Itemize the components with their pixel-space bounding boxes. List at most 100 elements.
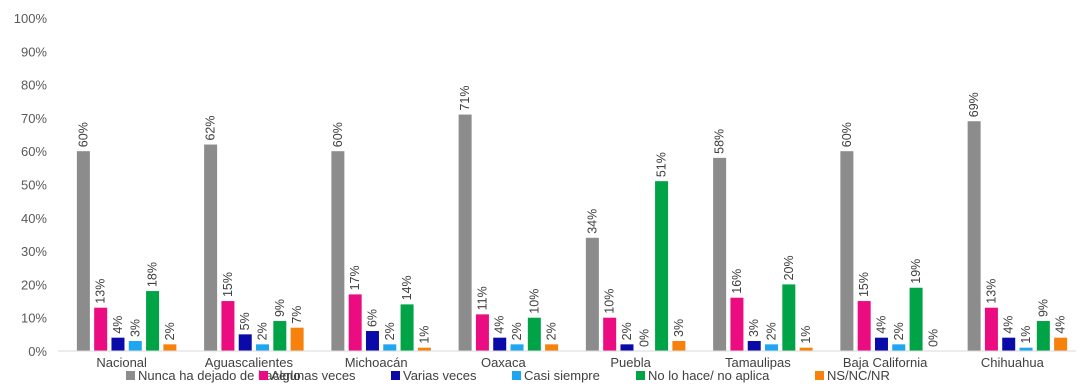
- bar: [111, 338, 124, 351]
- data-label: 9%: [1036, 299, 1050, 317]
- data-label: 13%: [984, 279, 998, 304]
- x-tick-label: Chihuahua: [981, 355, 1045, 370]
- bar: [586, 238, 599, 351]
- y-tick-label: 100%: [14, 11, 48, 26]
- data-label: 2%: [892, 322, 906, 340]
- data-label: 2%: [620, 322, 634, 340]
- y-tick-label: 0%: [28, 344, 47, 359]
- bar: [77, 151, 90, 351]
- bar: [748, 341, 761, 351]
- bar: [1002, 338, 1015, 351]
- legend-label: Algunas veces: [271, 368, 356, 383]
- bar: [620, 344, 633, 351]
- legend-swatch: [636, 371, 645, 380]
- data-label: 2%: [510, 322, 524, 340]
- data-label: 20%: [782, 255, 796, 280]
- data-label: 0%: [926, 329, 940, 347]
- data-label: 14%: [400, 275, 414, 300]
- bar: [511, 344, 524, 351]
- data-label: 60%: [840, 122, 854, 147]
- data-label: 2%: [256, 322, 270, 340]
- data-label: 2%: [765, 322, 779, 340]
- y-tick-label: 70%: [21, 111, 47, 126]
- y-tick-label: 20%: [21, 277, 47, 292]
- data-label: 0%: [637, 329, 651, 347]
- bar: [94, 308, 107, 351]
- bar: [672, 341, 685, 351]
- data-label: 3%: [672, 319, 686, 337]
- bar: [273, 321, 286, 351]
- bar: [603, 318, 616, 351]
- bar: [545, 344, 558, 351]
- data-label: 1%: [1019, 326, 1033, 344]
- bar: [892, 344, 905, 351]
- data-label: 58%: [713, 129, 727, 154]
- bar: [366, 331, 379, 351]
- data-label: 1%: [417, 326, 431, 344]
- x-tick-label: Puebla: [610, 355, 651, 370]
- data-label: 3%: [747, 319, 761, 337]
- bar: [765, 344, 778, 351]
- data-label: 2%: [545, 322, 559, 340]
- data-label: 7%: [290, 306, 304, 324]
- legend-swatch: [512, 371, 521, 380]
- bar: [146, 291, 159, 351]
- bar: [1054, 338, 1067, 351]
- data-label: 34%: [585, 209, 599, 234]
- data-label: 2%: [383, 322, 397, 340]
- bar: [459, 115, 472, 351]
- bar: [383, 344, 396, 351]
- legend-label: Varias veces: [403, 368, 477, 383]
- data-label: 4%: [874, 316, 888, 334]
- bar: [256, 344, 269, 351]
- bar: [163, 344, 176, 351]
- data-label: 5%: [238, 312, 252, 330]
- data-label: 60%: [331, 122, 345, 147]
- data-label: 19%: [909, 259, 923, 284]
- y-tick-label: 90%: [21, 44, 47, 59]
- data-label: 13%: [94, 279, 108, 304]
- bar: [493, 338, 506, 351]
- bar: [713, 158, 726, 351]
- data-label: 10%: [603, 289, 617, 314]
- data-label: 4%: [1054, 316, 1068, 334]
- bar: [910, 288, 923, 351]
- data-label: 6%: [365, 309, 379, 327]
- data-label: 17%: [348, 265, 362, 290]
- legend-swatch: [391, 371, 400, 380]
- bar: [968, 121, 981, 351]
- data-label: 71%: [458, 86, 472, 111]
- legend-swatch: [259, 371, 268, 380]
- data-label: 11%: [475, 286, 489, 310]
- bar: [875, 338, 888, 351]
- bar: [1037, 321, 1050, 351]
- y-tick-label: 40%: [21, 211, 47, 226]
- data-label: 3%: [128, 319, 142, 337]
- y-tick-label: 30%: [21, 244, 47, 259]
- bar: [349, 294, 362, 351]
- bar: [476, 314, 489, 351]
- y-axis: 0%10%20%30%40%50%60%70%80%90%100%: [14, 11, 48, 359]
- data-label: 1%: [799, 326, 813, 344]
- data-label: 4%: [1002, 316, 1016, 334]
- data-label: 15%: [857, 272, 871, 297]
- bar: [985, 308, 998, 351]
- legend-label: No lo hace/ no aplica: [648, 368, 770, 383]
- bar: [291, 328, 304, 351]
- bars: [77, 115, 1067, 351]
- bar: [730, 298, 743, 351]
- bar: [221, 301, 234, 351]
- y-tick-label: 80%: [21, 78, 47, 93]
- data-label: 4%: [493, 316, 507, 334]
- y-tick-label: 10%: [21, 311, 47, 326]
- data-label: 4%: [111, 316, 125, 334]
- x-tick-label: Oaxaca: [481, 355, 527, 370]
- data-label: 18%: [146, 262, 160, 287]
- bar: [239, 334, 252, 351]
- bar: [782, 284, 795, 351]
- bar: [401, 304, 414, 351]
- data-label: 2%: [163, 322, 177, 340]
- data-label: 15%: [221, 272, 235, 297]
